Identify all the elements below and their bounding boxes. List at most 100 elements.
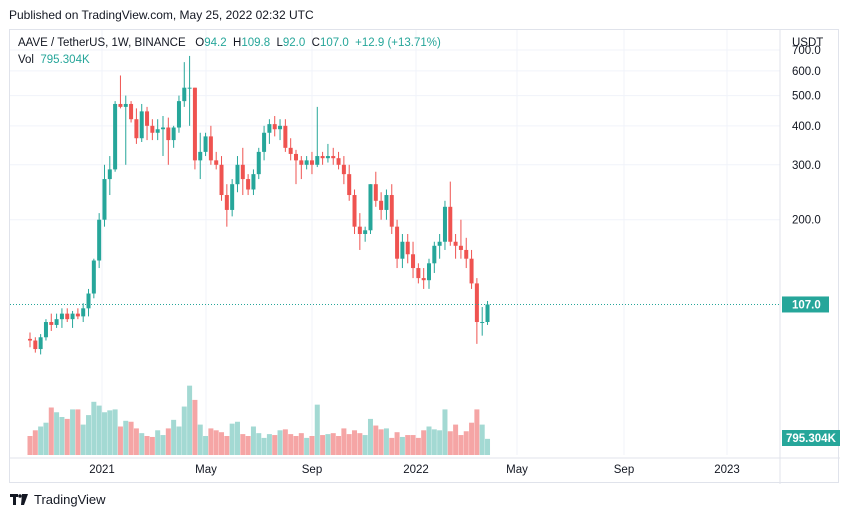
- x-tick-label: 2021: [89, 464, 115, 476]
- low-value: 92.0: [282, 37, 306, 49]
- volume-bar: [234, 421, 240, 455]
- volume-bar: [405, 435, 411, 455]
- volume-bar: [86, 415, 92, 455]
- candle-body: [416, 268, 421, 279]
- volume-bar: [442, 409, 448, 455]
- candle-body: [208, 136, 213, 161]
- volume-bar: [229, 423, 235, 455]
- price-badge-bg: [782, 296, 829, 313]
- candle-body: [347, 174, 352, 196]
- volume-bar: [133, 428, 139, 455]
- candle-body: [86, 293, 91, 309]
- volume-bar: [474, 409, 480, 455]
- volume-bar: [415, 437, 421, 455]
- volume-bar: [288, 434, 294, 455]
- x-tick-label: May: [195, 464, 217, 476]
- volume-bar: [96, 405, 102, 455]
- volume-bar: [107, 410, 113, 455]
- candle-body: [278, 125, 283, 130]
- close-label: C: [311, 37, 320, 49]
- candle-body: [70, 313, 75, 320]
- volume-bar: [75, 409, 81, 455]
- candle-body: [43, 322, 48, 338]
- candle-body: [59, 313, 64, 320]
- candle-body: [28, 338, 32, 341]
- volume-bar: [224, 436, 230, 455]
- volume-bar: [330, 433, 336, 455]
- footer-brand-text[interactable]: TradingView: [34, 492, 106, 507]
- volume-bar: [38, 426, 44, 455]
- volume-bar: [160, 435, 166, 455]
- volume-bar: [59, 417, 65, 455]
- candle-body: [421, 278, 426, 281]
- candle-body: [262, 132, 267, 152]
- y-tick-label: 700.0: [792, 45, 821, 57]
- volume-bar: [32, 430, 38, 455]
- chart-legend: AAVE / TetherUS, 1W, BINANCE O94.2 H109.…: [18, 35, 441, 69]
- volume-bar: [112, 409, 118, 455]
- candle-body: [395, 226, 400, 259]
- candle-body: [134, 119, 139, 139]
- candle-body: [166, 127, 171, 141]
- candle-body: [123, 103, 128, 107]
- volume-bar: [389, 437, 395, 455]
- candle-body: [469, 258, 474, 284]
- currency-label: USDT: [792, 37, 823, 49]
- ohlc-row: AAVE / TetherUS, 1W, BINANCE O94.2 H109.…: [18, 35, 441, 52]
- candle-body: [389, 195, 394, 227]
- candle-body: [150, 125, 155, 133]
- volume-bar: [341, 428, 347, 455]
- open-value: 94.2: [204, 37, 227, 49]
- volume-bar: [357, 433, 363, 455]
- y-tick-label: 400.0: [792, 121, 821, 133]
- x-tick-label: Sep: [302, 464, 322, 476]
- volume-bar: [346, 434, 352, 455]
- candle-body: [224, 195, 229, 210]
- open-label: O: [195, 37, 205, 49]
- candle-body: [81, 308, 86, 317]
- candlestick-chart[interactable]: 700.0 600.0 500.0 400.0 300.0 200.0 2021 May Sep…: [10, 30, 840, 484]
- volume-bar: [80, 424, 86, 455]
- candle-body: [230, 184, 235, 210]
- candle-body: [129, 103, 134, 120]
- volume-bar: [325, 434, 331, 455]
- candle-body: [373, 184, 378, 201]
- volume-bar: [43, 422, 49, 455]
- candle-body: [288, 147, 293, 154]
- candle-body: [198, 151, 203, 161]
- volume-bar: [245, 436, 251, 455]
- candle-body: [65, 313, 70, 320]
- volume-bar: [453, 424, 459, 455]
- volume-bar: [187, 385, 193, 455]
- candle-body: [171, 127, 176, 141]
- symbol-label[interactable]: AAVE / TetherUS, 1W, BINANCE: [18, 37, 186, 49]
- candle-body: [368, 184, 373, 231]
- volume-bar: [367, 418, 373, 455]
- volume-bar: [70, 409, 76, 455]
- high-value: 109.8: [241, 37, 271, 49]
- candle-body: [38, 337, 43, 350]
- volume-bar: [304, 437, 310, 455]
- y-tick-label: 500.0: [792, 91, 821, 103]
- published-caption: Published on TradingView.com, May 25, 20…: [9, 8, 314, 22]
- candle-body: [235, 164, 240, 185]
- candle-body: [325, 156, 330, 159]
- candle-body: [283, 125, 288, 148]
- y-tick-label: 200.0: [792, 215, 821, 227]
- candle-body: [432, 245, 437, 264]
- volume-bar: [320, 435, 326, 455]
- candle-body: [485, 304, 490, 323]
- volume-bar: [181, 406, 187, 455]
- volume-bar: [48, 407, 54, 455]
- volume-bar: [485, 438, 491, 455]
- candle-body: [256, 151, 261, 175]
- candle-body: [400, 241, 405, 259]
- volume-bar: [128, 421, 134, 455]
- x-tick-label: 2022: [403, 464, 429, 476]
- candle-body: [357, 226, 362, 235]
- volume-bar: [123, 420, 129, 455]
- candle-body: [187, 87, 192, 89]
- chart-pane[interactable]: 700.0 600.0 500.0 400.0 300.0 200.0 2021 May Sep…: [9, 29, 840, 484]
- volume-bar: [309, 436, 315, 455]
- volume-bar: [421, 430, 427, 455]
